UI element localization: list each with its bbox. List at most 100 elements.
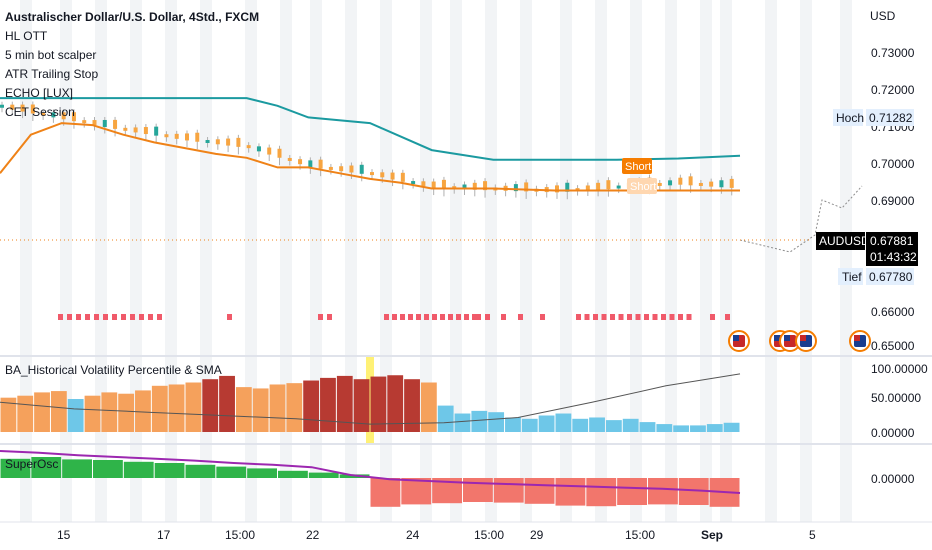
signal-marker <box>610 314 615 320</box>
osc-bar <box>93 460 123 478</box>
candle-body <box>411 181 416 185</box>
candle-body <box>195 132 200 142</box>
high-label-box <box>833 109 863 126</box>
signal-marker <box>408 314 413 320</box>
osc-bar <box>247 468 277 478</box>
signal-marker <box>440 314 445 320</box>
signal-marker <box>157 314 162 320</box>
symbol-label-box <box>816 232 865 250</box>
economic-event-flags[interactable] <box>728 330 871 352</box>
hvp-bar <box>168 384 185 432</box>
time-tick: 15:00 <box>625 528 655 542</box>
chart-legend: Australischer Dollar/U.S. Dollar, 4Std.,… <box>5 8 259 122</box>
indicator-label[interactable]: ATR Trailing Stop <box>5 67 99 81</box>
hvp-tick: 50.00000 <box>871 391 921 405</box>
au-flag-icon[interactable] <box>795 330 817 352</box>
signal-marker <box>576 314 581 320</box>
ott-low-line <box>0 122 740 192</box>
hvp-sma-line <box>0 373 741 425</box>
high-value: 0.71282 <box>869 111 913 125</box>
indicator-label[interactable]: 5 min bot scalper <box>5 48 97 62</box>
osc-pane-title[interactable]: SuperOsc <box>5 457 59 471</box>
hvp-bar <box>17 395 34 432</box>
signal-marker <box>121 314 126 320</box>
signal-marker <box>540 314 545 320</box>
candle-body <box>421 181 426 187</box>
hvp-bar <box>572 418 589 432</box>
hvp-bar <box>34 392 50 432</box>
hvp-pane-title[interactable]: BA_Historical Volatility Percentile & SM… <box>5 363 222 377</box>
hvp-bar <box>639 422 656 432</box>
hvp-bar <box>706 424 723 432</box>
indicator-label[interactable]: ECHO [LUX] <box>5 86 74 100</box>
flag-canton <box>800 335 806 341</box>
short-signal-text-faded: Short <box>630 181 656 193</box>
signal-marker <box>112 314 117 320</box>
signal-marker <box>85 314 90 320</box>
candle-body <box>277 148 282 158</box>
candle-body <box>71 112 76 122</box>
candle-body <box>462 184 467 190</box>
hvp-bar <box>286 383 303 432</box>
signal-marker <box>725 314 730 320</box>
candle-body <box>359 164 364 174</box>
indicator-label[interactable]: CET Session <box>5 105 75 119</box>
time-tick: 15:00 <box>225 528 255 542</box>
candle-body <box>61 112 66 120</box>
candle-body <box>102 119 107 127</box>
signal-marker <box>635 314 641 320</box>
hvp-bar <box>219 375 235 432</box>
osc-bar <box>524 478 555 504</box>
osc-bar <box>463 478 493 502</box>
candle-body <box>267 147 272 155</box>
time-tick-month: Sep <box>701 528 723 542</box>
au-flag-icon[interactable] <box>849 330 871 352</box>
low-label-box <box>838 268 863 285</box>
short-signal-text: Short <box>625 161 651 173</box>
price-tick: 0.72000 <box>871 83 915 97</box>
hvp-tick: 0.00000 <box>871 426 915 440</box>
indicator-label[interactable]: HL OTT <box>5 29 48 43</box>
candle-body <box>154 126 159 136</box>
signal-marker <box>448 314 453 320</box>
hvp-bar <box>67 399 84 432</box>
signal-marker <box>678 314 683 320</box>
candle-body <box>10 104 15 110</box>
candle-body <box>524 182 529 192</box>
signal-marker <box>476 314 481 320</box>
osc-signal-line <box>0 450 741 494</box>
price-tick: 0.66000 <box>871 305 915 319</box>
candle-body <box>287 157 292 161</box>
osc-bar <box>216 466 247 478</box>
candle-body <box>339 166 344 172</box>
candle-body <box>400 172 405 182</box>
last-price: 0.67881 <box>870 234 914 248</box>
indicator-lines <box>0 97 863 253</box>
price-tick: 0.73000 <box>871 46 915 60</box>
candle-body <box>0 104 4 108</box>
hvp-bar <box>135 390 151 432</box>
us-flag-icon[interactable] <box>728 330 750 352</box>
candle-body <box>226 138 231 146</box>
symbol-label: AUDUSD <box>819 234 870 248</box>
signal-marker <box>227 314 232 320</box>
candle-body <box>483 181 488 191</box>
signal-marker <box>652 314 658 320</box>
candle-body <box>349 165 354 173</box>
candle-body <box>215 139 220 145</box>
hvp-bar <box>589 417 605 432</box>
hvp-bar <box>303 380 320 432</box>
candle-body <box>565 182 570 192</box>
signal-marker <box>456 314 461 320</box>
candle-body <box>616 185 621 189</box>
signal-marker <box>384 314 389 320</box>
candle-body <box>380 172 385 178</box>
symbol-title[interactable]: Australischer Dollar/U.S. Dollar, 4Std.,… <box>5 10 260 24</box>
candle-body <box>328 166 333 170</box>
candle-body <box>709 181 714 187</box>
candle-body <box>82 120 87 124</box>
signal-marker <box>139 314 144 320</box>
signal-marker <box>432 314 437 320</box>
hvp-bar <box>151 385 168 432</box>
